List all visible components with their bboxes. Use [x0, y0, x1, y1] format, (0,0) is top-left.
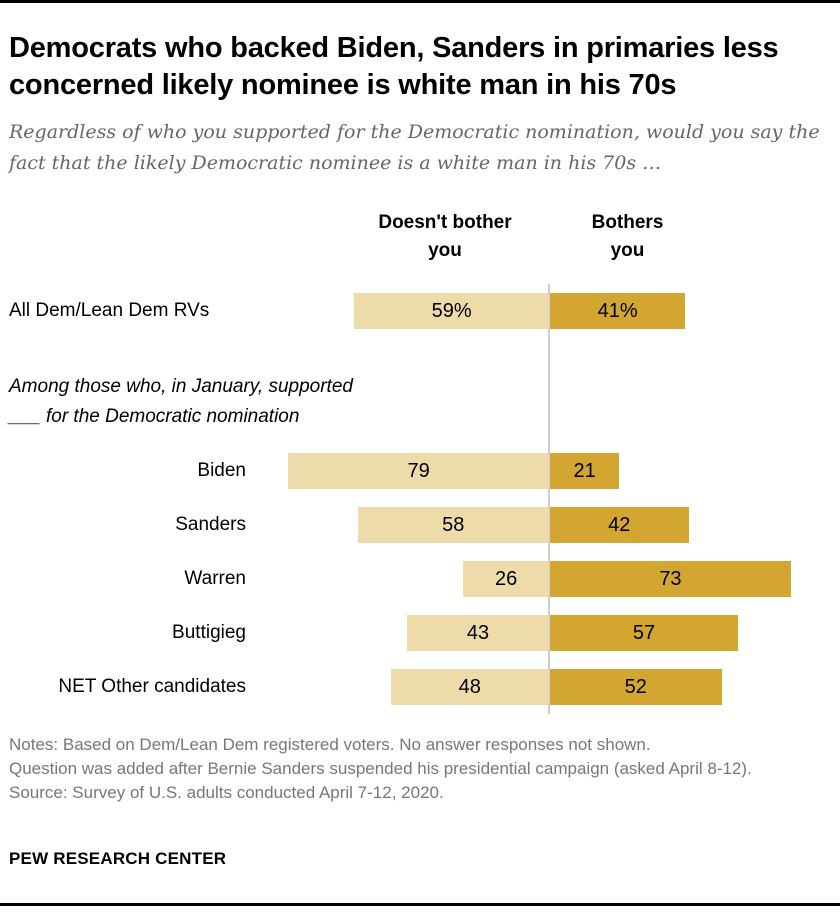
data-label: 41% — [597, 299, 638, 322]
legend-right-line2: you — [610, 240, 645, 261]
chart-subtitle: Regardless of who you supported for the … — [9, 121, 820, 174]
legend-left-line1: Doesn't bother — [378, 212, 512, 233]
bar-doesnt-bother: 48 — [390, 669, 549, 705]
data-label: 57 — [632, 621, 656, 644]
bar-doesnt-bother: 59% — [354, 293, 549, 329]
row-label: Warren — [184, 568, 246, 589]
data-label: 79 — [407, 459, 430, 482]
row-label: Biden — [197, 460, 246, 481]
data-label: 58 — [442, 513, 465, 536]
bottom-rule — [0, 903, 840, 906]
notes: Notes: Based on Dem/Lean Dem registered … — [9, 733, 829, 805]
bar-bothers: 21 — [550, 453, 620, 489]
bar-bothers: 73 — [550, 561, 791, 597]
legend-bothers: Bothers you — [560, 209, 695, 265]
row-label: Sanders — [175, 514, 246, 535]
data-label: 59% — [431, 299, 472, 322]
bar-bothers: 42 — [550, 507, 689, 543]
bar-bothers: 52 — [550, 669, 722, 705]
data-label: 26 — [494, 567, 518, 590]
data-label: 42 — [608, 513, 631, 536]
chart-title: Democrats who backed Biden, Sanders in p… — [9, 32, 779, 101]
note-2: Question was added after Bernie Sanders … — [9, 759, 752, 778]
data-label: 73 — [659, 567, 682, 590]
group-label: Among those who, in January, supported _… — [9, 372, 353, 432]
bar-doesnt-bother: 43 — [407, 615, 549, 651]
legend-left-line2: you — [428, 240, 462, 261]
legend-doesnt-bother: Doesn't bother you — [355, 209, 535, 265]
bar-doesnt-bother: 58 — [357, 507, 549, 543]
data-label: 43 — [466, 621, 490, 644]
center-axis-line — [548, 284, 550, 714]
row-label: Buttigieg — [172, 622, 246, 643]
source: Source: Survey of U.S. adults conducted … — [9, 783, 444, 802]
top-rule — [0, 0, 840, 3]
data-label: 52 — [624, 675, 647, 698]
bar-bothers: 57 — [550, 615, 739, 651]
bar-doesnt-bother: 26 — [463, 561, 549, 597]
data-label: 48 — [458, 675, 481, 698]
note-1: Notes: Based on Dem/Lean Dem registered … — [9, 735, 651, 754]
row-label: NET Other candidates — [58, 676, 246, 697]
bar-doesnt-bother: 79 — [288, 453, 549, 489]
group-label-line2: ___ for the Democratic nomination — [9, 406, 300, 427]
legend-right-line1: Bothers — [591, 212, 664, 233]
group-label-line1: Among those who, in January, supported — [9, 376, 353, 397]
bar-bothers: 41% — [550, 293, 686, 329]
row-label: All Dem/Lean Dem RVs — [9, 300, 210, 321]
data-label: 21 — [573, 459, 596, 482]
brand-logo-text: PEW RESEARCH CENTER — [9, 849, 227, 868]
